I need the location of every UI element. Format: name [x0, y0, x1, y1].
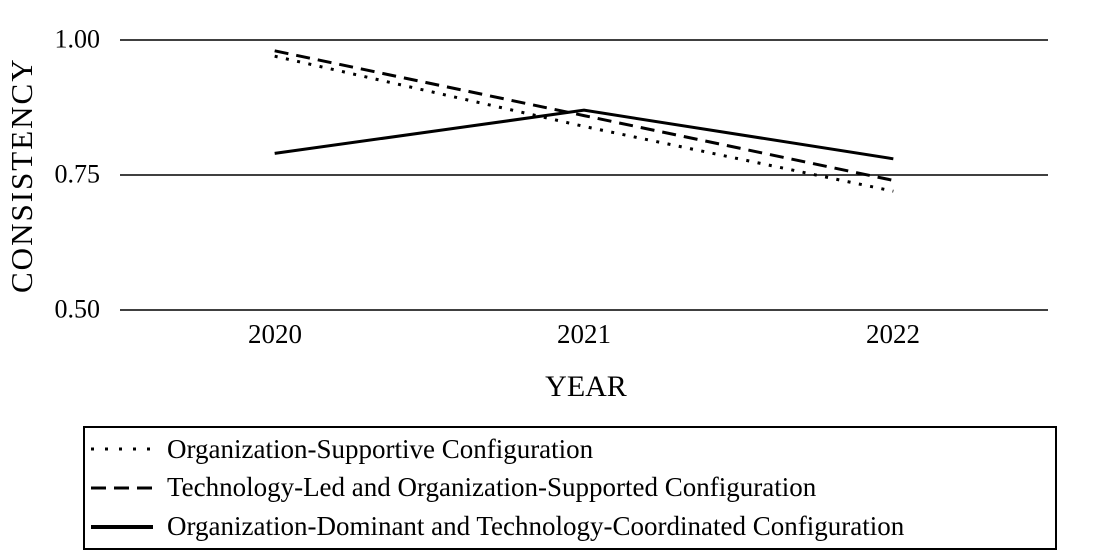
legend-label: Technology-Led and Organization-Supporte…	[167, 472, 817, 503]
x-tick-2020: 2020	[248, 319, 302, 349]
legend-label: Organization-Dominant and Technology-Coo…	[167, 511, 905, 542]
plot-area	[120, 39, 1048, 311]
legend-item-technology-led: Technology-Led and Organization-Supporte…	[91, 469, 1055, 507]
dashed-line-swatch-icon	[91, 486, 153, 490]
y-tick-0.75: 0.75	[54, 159, 101, 189]
x-tick-2022: 2022	[866, 319, 920, 349]
dotted-line-swatch-icon	[91, 447, 153, 451]
chart-canvas	[120, 39, 1048, 311]
legend-item-organization-supportive: Organization-Supportive Configuration	[91, 430, 1055, 468]
legend-box: Organization-Supportive Configuration Te…	[83, 426, 1057, 550]
legend-label: Organization-Supportive Configuration	[167, 433, 594, 464]
y-tick-1.00: 1.00	[54, 24, 101, 54]
y-tick-0.50: 0.50	[54, 294, 101, 324]
x-axis-label: YEAR	[545, 370, 627, 403]
legend-item-organization-dominant: Organization-Dominant and Technology-Coo…	[91, 508, 1055, 546]
x-tick-2021: 2021	[557, 319, 611, 349]
solid-line-swatch-icon	[91, 524, 153, 529]
